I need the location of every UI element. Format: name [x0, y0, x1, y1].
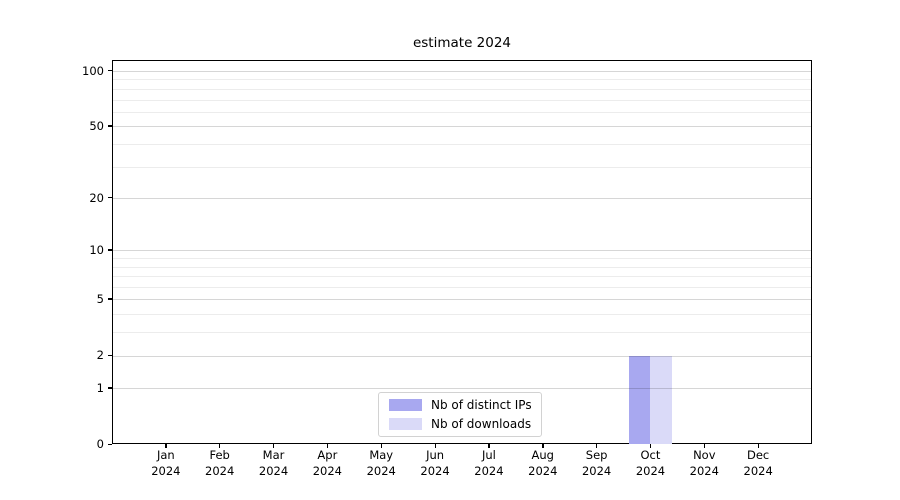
y-tick-label: 2: [96, 348, 104, 363]
gridline-major: [113, 250, 811, 252]
gridline-minor: [113, 99, 811, 101]
x-tick-mark: [542, 444, 544, 448]
bar-distinct-ips: [628, 356, 651, 444]
x-tick-mark: [434, 444, 436, 448]
x-tick-mark: [380, 444, 383, 448]
gridline-minor: [113, 332, 811, 334]
x-tick-mark: [703, 444, 706, 448]
x-tick-label: Apr 2024: [312, 448, 343, 478]
y-tick-label: 5: [96, 291, 104, 306]
y-tick-mark: [108, 70, 112, 72]
y-tick-label: 0: [96, 437, 104, 451]
x-tick-mark: [273, 444, 275, 448]
x-tick-label: May 2024: [366, 448, 396, 478]
legend: Nb of distinct IPs Nb of downloads: [378, 392, 542, 437]
x-tick-mark: [219, 444, 221, 448]
x-tick-label: Jan 2024: [151, 448, 181, 478]
y-tick-label: 50: [89, 118, 104, 133]
gridline-major: [113, 388, 811, 390]
gridline-minor: [113, 258, 811, 260]
x-tick-label: Sep 2024: [581, 448, 612, 478]
x-tick-label: Jun 2024: [420, 448, 450, 478]
x-tick-label: Dec 2024: [743, 448, 773, 478]
y-tick-mark: [108, 387, 112, 389]
x-tick-label: Feb 2024: [205, 448, 235, 478]
gridline-minor: [113, 166, 811, 168]
legend-item-downloads: Nb of downloads: [389, 417, 532, 432]
gridline-minor: [113, 88, 811, 90]
y-tick-label: 1: [96, 380, 104, 395]
gridline-minor: [113, 79, 811, 81]
x-tick-label: Mar 2024: [258, 448, 289, 478]
legend-item-distinct-ips: Nb of distinct IPs: [389, 398, 532, 413]
y-tick-mark: [108, 197, 112, 199]
gridline-major: [113, 71, 811, 72]
y-tick-mark: [108, 298, 112, 300]
x-tick-label: Oct 2024: [635, 448, 666, 478]
gridline-major: [113, 355, 811, 357]
gridline-major: [113, 198, 811, 200]
legend-label-distinct-ips: Nb of distinct IPs: [431, 398, 532, 412]
x-tick-mark: [488, 444, 490, 448]
legend-swatch-distinct-ips: [389, 399, 422, 412]
gridline-minor: [113, 266, 811, 268]
gridline-minor: [113, 276, 811, 278]
bar-downloads: [650, 356, 672, 444]
y-tick-mark: [108, 443, 112, 445]
x-tick-mark: [596, 444, 598, 448]
gridline-major: [113, 126, 811, 128]
x-tick-mark: [165, 444, 167, 448]
gridline-minor: [113, 314, 811, 316]
y-tick-mark: [108, 354, 112, 356]
chart-title: estimate 2024: [412, 35, 512, 51]
plot-area: Nb of distinct IPs Nb of downloads: [112, 60, 812, 444]
y-tick-label: 20: [89, 190, 104, 205]
x-tick-label: Nov 2024: [689, 448, 719, 478]
y-tick-mark: [108, 249, 112, 251]
x-tick-label: Aug 2024: [528, 448, 558, 478]
gridline-major: [113, 299, 811, 301]
y-tick-mark: [108, 125, 112, 127]
x-tick-label: Jul 2024: [474, 448, 504, 478]
legend-label-downloads: Nb of downloads: [431, 416, 532, 431]
y-tick-label: 10: [89, 242, 104, 257]
y-tick-label: 100: [82, 63, 104, 78]
x-tick-mark: [757, 444, 759, 448]
legend-swatch-downloads: [389, 417, 422, 430]
gridline-minor: [113, 111, 811, 113]
gridline-minor: [113, 143, 811, 145]
x-tick-mark: [326, 444, 329, 448]
x-tick-mark: [649, 444, 652, 448]
gridline-minor: [113, 287, 811, 289]
